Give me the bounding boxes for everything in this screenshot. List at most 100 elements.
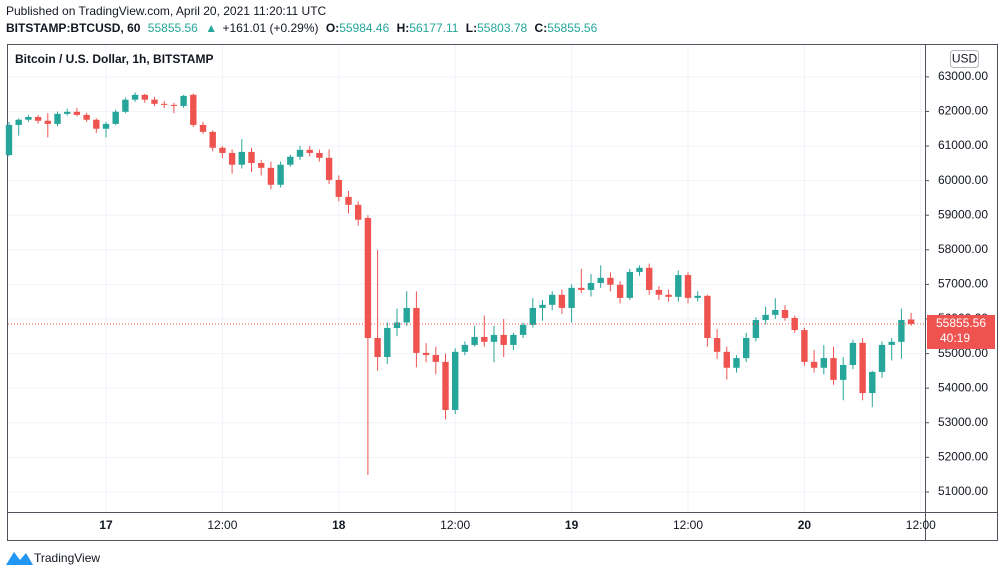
- candle-body: [403, 307, 410, 323]
- candle-body: [83, 114, 90, 120]
- candle-body: [5, 124, 13, 156]
- y-tick-label: 60000.00: [938, 173, 988, 187]
- candle-body: [248, 151, 255, 163]
- y-tick-label: 63000.00: [938, 69, 988, 83]
- candle-body: [325, 157, 333, 180]
- candle-body: [267, 167, 275, 185]
- y-tick-label: 57000.00: [938, 277, 988, 291]
- symbol: BITSTAMP:BTCUSD, 60: [6, 21, 141, 35]
- candle-body: [374, 338, 381, 358]
- candle-body: [694, 295, 701, 298]
- candle-body: [500, 334, 507, 345]
- candle-body: [772, 309, 779, 315]
- x-tick-label: 12:00: [440, 518, 470, 532]
- candle-body: [151, 99, 158, 104]
- y-tick-label: 53000.00: [938, 415, 988, 429]
- chart-frame: [7, 44, 998, 541]
- candle-body: [743, 338, 750, 359]
- candle-body: [199, 124, 207, 132]
- candle-body: [762, 314, 769, 321]
- candle-body: [422, 352, 430, 355]
- symbol-legend: BITSTAMP:BTCUSD, 60 55855.56 ▲ +161.01 (…: [6, 21, 598, 35]
- candle-body: [461, 344, 469, 352]
- candle-body: [219, 147, 226, 153]
- ohlc-key: O:: [326, 21, 339, 35]
- ohlc-value: 55803.78: [477, 21, 527, 35]
- candles: [5, 92, 925, 475]
- ohlc-key: H:: [397, 21, 410, 35]
- ohlc-key: L:: [466, 21, 477, 35]
- candle-body: [25, 116, 32, 120]
- ohlc-key: C:: [535, 21, 548, 35]
- candle-body: [675, 275, 682, 297]
- candle-body: [704, 295, 711, 339]
- candle-body: [131, 94, 139, 100]
- candle-body: [316, 152, 323, 158]
- candle-body: [413, 307, 420, 353]
- candle-body: [684, 275, 692, 298]
- candle-body: [898, 320, 905, 342]
- candle-body: [442, 361, 449, 410]
- candle-body: [122, 99, 129, 112]
- candle-body: [723, 351, 730, 368]
- candle-body: [364, 217, 372, 339]
- candle-body: [471, 336, 478, 345]
- price-tag-label: 55855.56: [936, 316, 986, 330]
- candle-body: [558, 294, 566, 308]
- candle-body: [287, 156, 294, 165]
- candle-body: [170, 104, 178, 106]
- currency: USD: [952, 52, 978, 66]
- currency-box[interactable]: [950, 50, 979, 68]
- candle-body: [452, 351, 459, 410]
- candle-body: [432, 354, 439, 362]
- candle-body: [616, 284, 624, 298]
- y-tick-label: 51000.00: [938, 484, 988, 498]
- candle-body: [335, 179, 342, 197]
- change: +161.01 (+0.29%): [222, 21, 318, 35]
- y-tick-label: 59000.00: [938, 207, 988, 221]
- candle-body: [180, 95, 187, 106]
- candle-body: [597, 277, 604, 284]
- candle-body: [801, 330, 808, 362]
- candle-body: [636, 267, 643, 272]
- ohlc-value: 55984.46: [339, 21, 389, 35]
- brand: TradingView: [34, 551, 100, 565]
- y-tick-label: 61000.00: [938, 138, 988, 152]
- candle-body: [306, 149, 313, 153]
- candle-body: [578, 287, 585, 290]
- y-tick-label: 58000.00: [938, 242, 988, 256]
- grid: [8, 45, 929, 512]
- candle-body: [752, 320, 760, 339]
- y-tick-label: 55000.00: [938, 346, 988, 360]
- candle-body: [64, 111, 71, 114]
- ohlc-value: 55855.56: [547, 21, 597, 35]
- countdown: 40:19: [940, 331, 970, 345]
- candle-body: [355, 204, 362, 220]
- x-tick-label: 19: [565, 518, 579, 532]
- candle-body: [568, 287, 575, 308]
- candle-body: [209, 131, 216, 148]
- candle-body: [646, 267, 653, 290]
- candle-body: [384, 327, 391, 358]
- candle-body: [713, 338, 721, 352]
- candle-body: [510, 334, 517, 345]
- candle-body: [907, 319, 915, 324]
- candle-body: [820, 358, 827, 368]
- candle-body: [54, 113, 61, 124]
- candle-body: [587, 283, 595, 290]
- candle-body: [481, 336, 488, 342]
- x-tick-label: 12:00: [207, 518, 237, 532]
- chart-title: Bitcoin / U.S. Dollar, 1h, BITSTAMP: [15, 52, 213, 66]
- candle-body: [830, 358, 837, 380]
- candle-body: [44, 120, 51, 124]
- x-tick-label: 17: [99, 518, 113, 532]
- logo-icon: [6, 552, 33, 565]
- candle-body: [73, 111, 81, 115]
- candle-body: [393, 322, 401, 328]
- candle-body: [529, 307, 536, 325]
- candle-body: [781, 309, 789, 318]
- candle-body: [490, 334, 498, 342]
- candle-body: [277, 164, 284, 185]
- candle-body: [665, 294, 672, 297]
